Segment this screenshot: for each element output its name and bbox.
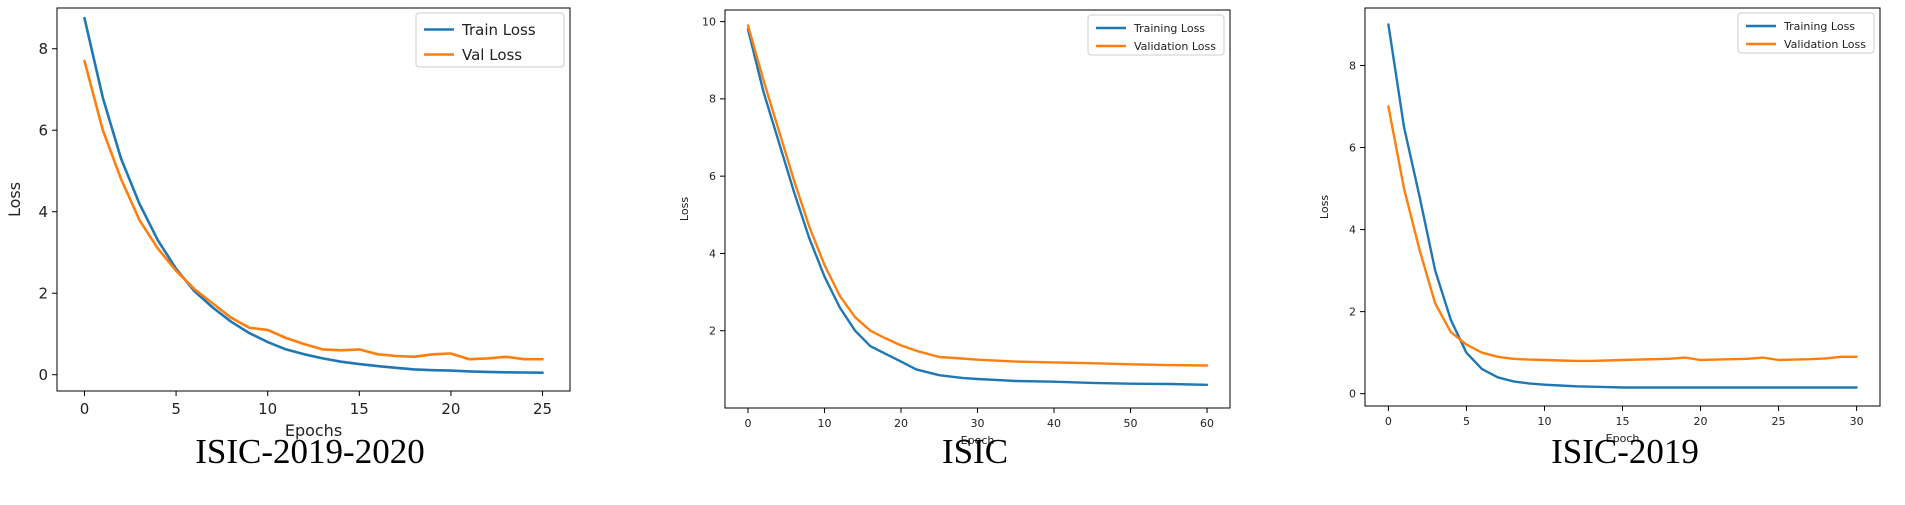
x-tick-label: 10 (258, 400, 277, 418)
x-tick-label: 10 (1537, 415, 1551, 428)
chart-isic-2019-2020: 0 5 10 15 20 25 0 2 4 6 8 Epochs Loss Train Loss Val L… (5, 7, 571, 440)
y-tick-label: 8 (38, 40, 48, 58)
y-tick-label: 2 (38, 284, 48, 302)
legend-label-validation-loss: Validation Loss (1134, 40, 1216, 53)
series-line-val-loss (83, 59, 544, 361)
legend: Training Loss Validation Loss (1737, 12, 1875, 54)
legend: Train Loss Val Loss (415, 12, 565, 68)
legend-label-train-loss: Train Loss (461, 21, 536, 39)
x-tick-label: 15 (350, 400, 369, 418)
y-tick-label: 8 (1349, 59, 1356, 72)
y-tick-label: 4 (709, 247, 716, 260)
x-tick-label: 5 (1463, 415, 1470, 428)
chart-isic: 0 10 20 30 40 50 60 2 4 6 8 10 Epoch Loss Training Los… (678, 9, 1231, 447)
x-tick-label: 30 (971, 417, 985, 430)
x-tick-label: 10 (817, 417, 831, 430)
x-tick-label: 15 (1616, 415, 1630, 428)
plot-frame (1364, 7, 1881, 407)
plot-frame (56, 7, 571, 392)
x-axis-label: Epochs (285, 421, 342, 440)
y-tick-label: 6 (38, 121, 48, 139)
y-tick-label: 0 (38, 366, 48, 384)
legend: Training Loss Validation Loss (1087, 14, 1225, 56)
legend-label-training-loss: Training Loss (1783, 20, 1855, 33)
y-tick-label: 2 (709, 325, 716, 338)
legend-label-val-loss: Val Loss (462, 46, 522, 64)
x-tick-label: 0 (1385, 415, 1392, 428)
panel-caption-isic: ISIC (941, 432, 1009, 471)
series-line-training-loss (1387, 23, 1858, 389)
y-axis-label: Loss (5, 182, 24, 217)
y-tick-label: 6 (709, 170, 716, 183)
y-tick-label: 8 (709, 93, 716, 106)
y-axis-label: Loss (678, 197, 691, 221)
x-tick-label: 5 (171, 400, 181, 418)
series-line-validation-loss (1387, 105, 1858, 363)
legend-label-training-loss: Training Loss (1133, 22, 1205, 35)
y-tick-label: 4 (38, 203, 48, 221)
y-tick-label: 2 (1349, 305, 1356, 318)
x-tick-label: 25 (533, 400, 552, 418)
x-tick-label: 50 (1124, 417, 1138, 430)
x-axis-label: Epoch (1606, 432, 1640, 445)
panel-caption-isic-2019-2020: ISIC-2019-2020 (195, 432, 425, 471)
x-tick-label: 20 (441, 400, 460, 418)
y-tick-label: 4 (1349, 223, 1356, 236)
y-tick-label: 10 (702, 15, 716, 28)
y-axis-label: Loss (1318, 195, 1331, 219)
x-tick-label: 25 (1772, 415, 1786, 428)
x-tick-label: 60 (1200, 417, 1214, 430)
x-tick-label: 20 (1694, 415, 1708, 428)
series-line-training-loss (746, 28, 1209, 386)
x-tick-label: 20 (894, 417, 908, 430)
x-tick-label: 40 (1047, 417, 1061, 430)
x-tick-label: 30 (1850, 415, 1864, 428)
chart-isic-2019: 0 5 10 15 20 25 30 0 2 4 6 8 Epoch Loss Training Loss V… (1318, 7, 1881, 445)
legend-label-validation-loss: Validation Loss (1784, 38, 1866, 51)
panel-caption-isic-2019: ISIC-2019 (1551, 432, 1699, 471)
x-tick-label: 0 (744, 417, 751, 430)
x-tick-label: 0 (80, 400, 90, 418)
series-line-validation-loss (746, 24, 1209, 367)
x-axis-label: Epoch (961, 434, 995, 447)
y-tick-label: 0 (1349, 388, 1356, 401)
series-line-train-loss (83, 16, 544, 375)
y-tick-label: 6 (1349, 141, 1356, 154)
